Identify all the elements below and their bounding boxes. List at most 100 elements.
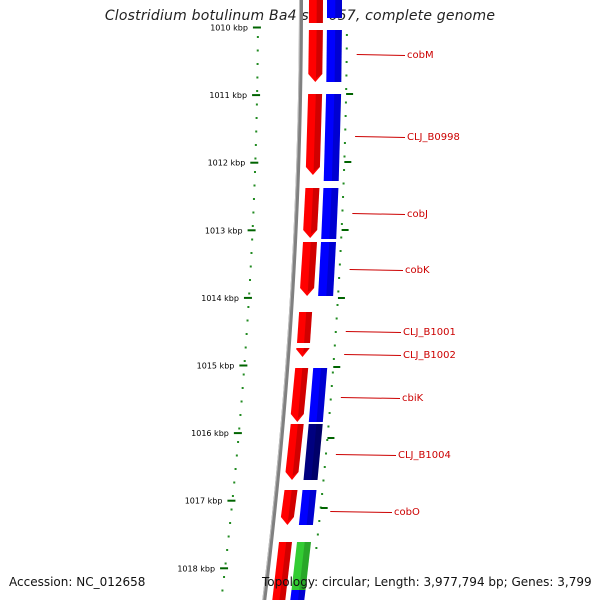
minor-tick: [330, 385, 333, 387]
minor-tick: [256, 36, 259, 38]
minor-tick: [343, 169, 346, 171]
minor-tick: [250, 252, 253, 254]
minor-tick: [256, 63, 259, 65]
minor-tick: [221, 589, 224, 592]
minor-tick: [234, 468, 237, 470]
minor-tick: [251, 225, 254, 227]
reverse-cds-body: [318, 242, 336, 296]
minor-tick: [223, 576, 226, 578]
minor-tick: [345, 34, 348, 36]
minor-tick: [238, 427, 241, 430]
gene-label: cbiK: [402, 393, 424, 404]
reverse-cds: [290, 590, 306, 600]
minor-tick: [226, 549, 229, 551]
minor-tick: [336, 304, 339, 306]
forward-cds: [308, 0, 323, 23]
reverse-cds-shade: [326, 242, 336, 296]
minor-tick: [253, 184, 256, 187]
minor-tick: [253, 171, 256, 173]
minor-tick: [256, 90, 259, 92]
minor-tick: [256, 76, 259, 79]
minor-tick: [345, 88, 348, 90]
forward-cds-body: [290, 368, 309, 422]
accession-text: Accession: NC_012658: [9, 575, 146, 589]
forward-cds-shade: [298, 368, 309, 418]
minor-tick: [340, 236, 343, 239]
minor-tick: [230, 508, 233, 511]
genome-backbone: [262, 0, 303, 600]
gene-label: cobO: [394, 507, 420, 518]
tick-label: 1016 kbp: [191, 429, 229, 438]
tick-label: 1014 kbp: [201, 294, 239, 303]
reverse-cds: [318, 242, 336, 296]
reverse-cds-shade: [311, 424, 323, 480]
minor-tick: [246, 319, 249, 322]
gene-label: cobK: [405, 265, 430, 276]
leader-line: [330, 511, 393, 513]
minor-tick: [343, 142, 346, 144]
minor-tick: [337, 290, 340, 293]
reverse-cds: [303, 424, 323, 480]
forward-cds-shade: [288, 490, 298, 521]
minor-tick: [255, 103, 258, 106]
gene-label: cobJ: [407, 209, 428, 220]
minor-tick: [239, 414, 242, 416]
summary-text: Topology: circular; Length: 3,977,794 bp…: [262, 575, 592, 589]
forward-cds: [272, 542, 292, 600]
leader-line: [349, 269, 404, 271]
forward-cds-body: [308, 0, 323, 23]
minor-tick: [339, 250, 342, 252]
minor-tick: [344, 115, 347, 117]
tick-label: 1012 kbp: [208, 159, 246, 168]
forward-cds-shade: [316, 0, 323, 23]
reverse-cds-body: [321, 188, 339, 239]
minor-tick: [327, 425, 330, 428]
minor-tick: [325, 452, 328, 455]
tick-label: 1018 kbp: [177, 564, 215, 573]
tick-label: 1013 kbp: [205, 226, 243, 235]
minor-tick: [249, 279, 252, 281]
minor-tick: [321, 493, 324, 495]
reverse-cds-body: [290, 590, 306, 600]
minor-tick: [255, 130, 258, 133]
forward-cds: [305, 94, 323, 175]
forward-cds: [308, 30, 323, 82]
minor-tick: [328, 412, 331, 414]
minor-tick: [231, 495, 234, 497]
minor-tick: [341, 209, 344, 212]
minor-tick: [248, 292, 251, 295]
leader-line: [356, 54, 406, 56]
leader-line: [352, 213, 406, 215]
minor-tick: [342, 196, 345, 198]
reverse-cds: [298, 490, 317, 525]
minor-tick: [240, 400, 243, 403]
forward-cds: [290, 368, 309, 422]
reverse-cds-shade: [316, 368, 328, 422]
reverse-cds-body: [303, 424, 323, 480]
minor-tick: [242, 373, 245, 376]
forward-cds-shade: [303, 348, 310, 353]
reverse-cds-body: [298, 490, 317, 525]
leader-line: [344, 354, 402, 356]
forward-cds-body: [300, 242, 317, 296]
forward-cds: [300, 242, 317, 296]
minor-tick: [326, 439, 329, 441]
minor-tick: [323, 466, 326, 468]
forward-cds-body: [308, 30, 323, 82]
minor-tick: [224, 562, 227, 565]
minor-tick: [331, 371, 334, 374]
leader-line: [335, 454, 397, 456]
reverse-cds: [326, 30, 342, 82]
reverse-cds-body: [326, 30, 342, 82]
minor-tick: [237, 441, 240, 443]
gene-label: cobM: [407, 50, 434, 61]
gene-label: CLJ_B1001: [403, 327, 456, 338]
forward-cds-shade: [307, 242, 317, 292]
minor-tick: [245, 333, 248, 335]
minor-tick: [345, 61, 348, 63]
scale-ticks: 1010 kbp 1011 kbp 1012 kbp 1013 kbp 1014 kbp…: [177, 24, 354, 592]
green-feature-body: [291, 542, 311, 590]
forward-cds-body: [303, 188, 320, 238]
reverse-cds: [321, 188, 339, 239]
minor-tick: [338, 263, 341, 266]
